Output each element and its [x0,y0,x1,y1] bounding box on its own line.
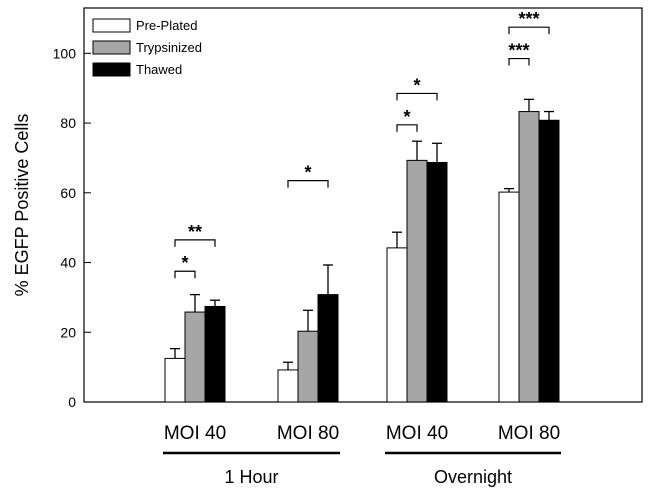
category-label: MOI 80 [277,423,339,444]
legend-label: Thawed [136,62,182,77]
category-label: MOI 80 [498,423,560,444]
y-tick-label: 60 [60,185,76,201]
y-tick-label: 0 [68,394,76,410]
significance-bracket [396,92,438,101]
significance-bracket [287,179,329,188]
bar-pre-plated [277,369,299,403]
bar-pre-plated [386,247,408,403]
bar-pre-plated [164,357,186,403]
legend-label: Pre-Plated [136,18,197,33]
legend-swatch [92,62,131,77]
bar-trypsinized [184,311,206,403]
significance-label: * [403,107,410,127]
significance-bracket [508,57,530,66]
legend-label: Trypsinized [136,40,202,55]
group-label: Overnight [434,467,512,487]
significance-bracket [174,270,196,279]
bar-thawed [426,161,448,403]
y-tick-label: 80 [60,115,76,131]
significance-label: *** [518,9,539,29]
significance-label: * [181,253,188,273]
significance-bracket [508,26,550,35]
plot-frame [83,7,643,403]
significance-bracket [396,124,418,132]
bar-thawed [317,294,339,403]
significance-bracket [174,239,216,247]
category-label: MOI 40 [164,423,226,444]
bar-trypsinized [406,159,428,403]
y-tick-label: 20 [60,324,76,340]
bar-thawed [204,305,226,403]
bar-trypsinized [297,330,319,403]
bar-pre-plated [498,191,520,403]
y-tick-label: 100 [53,45,77,61]
significance-label: * [304,163,311,183]
bar-thawed [538,119,560,403]
y-tick-label: 40 [60,255,76,271]
group-label: 1 Hour [224,467,278,487]
legend-swatch [92,40,131,55]
legend-swatch [92,18,131,33]
category-label: MOI 40 [386,423,448,444]
significance-label: ** [188,222,202,242]
significance-label: *** [508,41,529,61]
bar-trypsinized [518,111,540,403]
significance-label: * [413,75,420,95]
y-axis-label: % EGFP Positive Cells [12,114,32,297]
